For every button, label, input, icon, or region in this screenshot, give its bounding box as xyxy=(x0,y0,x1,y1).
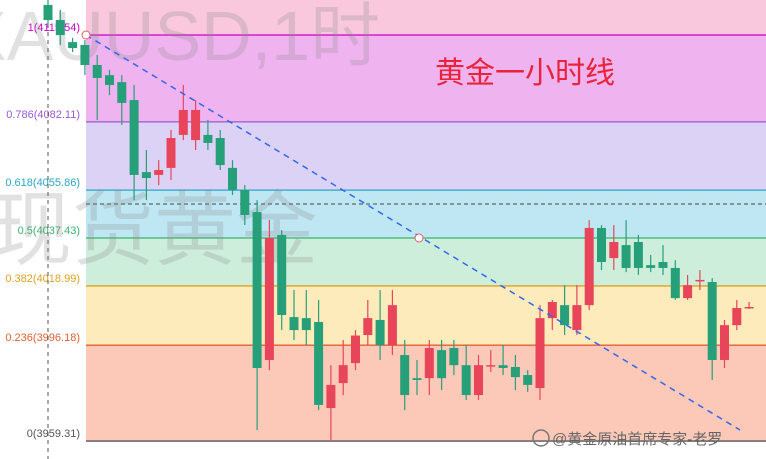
candle-body xyxy=(609,241,619,259)
candle-body xyxy=(351,335,360,364)
candle-body xyxy=(264,238,274,360)
candle-body xyxy=(363,318,373,336)
candle-body xyxy=(720,325,729,360)
candles xyxy=(43,0,754,441)
candle-body xyxy=(707,282,717,360)
candle-body xyxy=(424,348,434,379)
fib-label: 0.382(4018.99) xyxy=(5,273,80,285)
candle-body xyxy=(191,109,201,141)
candle-body xyxy=(523,375,533,385)
candle-body xyxy=(68,42,78,49)
candle-body xyxy=(314,322,324,405)
fib-label: 0(3959.31) xyxy=(27,428,80,440)
candle-body xyxy=(400,355,410,396)
candle-body xyxy=(486,365,496,367)
trend-anchor xyxy=(414,233,424,243)
candle-body xyxy=(375,319,385,346)
candle-body xyxy=(449,348,459,366)
candle-body xyxy=(412,378,422,380)
watermark-symbol: XAUUSD,1时 xyxy=(0,0,380,75)
candle-body xyxy=(154,169,164,175)
candle-body xyxy=(252,212,262,369)
candle-body xyxy=(670,267,680,299)
candle-body xyxy=(474,365,483,396)
fib-label: 0.5(4037.43) xyxy=(18,225,80,237)
weibo-icon xyxy=(532,429,550,447)
candle-body xyxy=(732,307,742,326)
candle-body xyxy=(547,302,557,319)
candle-body xyxy=(646,265,656,268)
candle-body xyxy=(240,189,250,215)
candle-body xyxy=(203,134,213,143)
candle-body xyxy=(178,109,188,135)
candle-body xyxy=(105,75,114,85)
candle-body xyxy=(301,318,311,331)
candle-body xyxy=(461,365,471,396)
candle-body xyxy=(560,305,570,326)
candle-body xyxy=(597,227,606,262)
candle-body xyxy=(92,64,102,78)
candle-body xyxy=(584,227,594,306)
candle-body xyxy=(633,241,643,268)
fib-band xyxy=(86,190,766,238)
candle-body xyxy=(166,138,176,168)
fib-label: 1(4115.54) xyxy=(28,22,80,34)
candle-body xyxy=(215,138,225,166)
fib-label: 0.786(4082.11) xyxy=(6,109,80,121)
candle-body xyxy=(141,172,151,179)
candle-body xyxy=(289,317,299,331)
candle-body xyxy=(338,365,348,384)
candle-body xyxy=(683,285,693,299)
candle-body xyxy=(498,365,508,369)
candle-body xyxy=(326,384,336,409)
fib-band xyxy=(86,237,766,286)
fib-bands: 1(4115.54) 0.786(4082.11) 0.618(4055.86) 0.… xyxy=(5,0,766,442)
fib-band xyxy=(86,0,766,35)
fib-label: 0.236(3996.18) xyxy=(5,332,80,344)
chart-title: 黄金一小时线 xyxy=(435,57,615,90)
candle-body xyxy=(80,44,90,65)
candle-body xyxy=(437,350,447,379)
candle-body xyxy=(117,82,127,103)
candle-body xyxy=(621,245,631,268)
candle-body xyxy=(744,306,754,309)
candle-body xyxy=(43,4,53,21)
footer: @黄金原油首席专家-老罗 xyxy=(552,431,722,448)
candle-body xyxy=(55,20,65,36)
fib-band xyxy=(86,121,766,191)
fib-label: 0.618(4055.86) xyxy=(5,177,80,189)
candle-body xyxy=(572,305,582,331)
fib-band xyxy=(86,285,766,346)
candle-body xyxy=(228,167,237,190)
candle-body xyxy=(277,234,287,316)
candle-body xyxy=(387,305,397,346)
candle-body xyxy=(535,318,545,389)
candle-body xyxy=(129,100,139,175)
trend-anchor xyxy=(81,30,91,40)
candle-body xyxy=(658,261,668,268)
fib-band xyxy=(86,34,766,122)
candle-body xyxy=(695,279,705,282)
candle-body xyxy=(510,366,520,378)
